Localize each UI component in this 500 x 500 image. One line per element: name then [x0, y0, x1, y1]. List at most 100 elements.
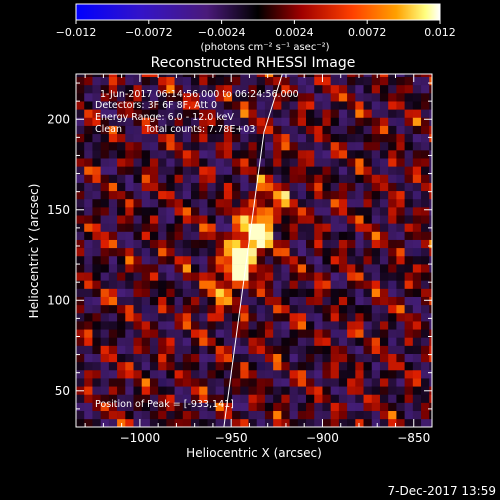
heatmap-cell [100, 394, 110, 403]
heatmap-cell [379, 223, 389, 232]
heatmap-cell [232, 109, 241, 118]
heatmap-cell [100, 198, 110, 208]
heatmap-cell [100, 345, 110, 354]
heatmap-cell [289, 231, 299, 240]
heatmap-cell [76, 369, 85, 379]
heatmap-cell [363, 321, 373, 330]
heatmap-cell [273, 247, 282, 257]
heatmap-cell [264, 402, 274, 412]
heatmap-cell [371, 345, 381, 354]
heatmap-cell [223, 231, 233, 240]
heatmap-cell [273, 288, 282, 297]
heatmap-cell [347, 239, 356, 249]
heatmap-cell [108, 93, 118, 102]
heatmap-cell [355, 158, 364, 167]
heatmap-cell [306, 133, 315, 143]
heatmap-cell [363, 361, 373, 371]
heatmap-cell [256, 410, 266, 420]
heatmap-cell [289, 369, 299, 379]
heatmap-cell [429, 150, 432, 159]
heatmap-cell [133, 74, 143, 78]
heatmap-cell [232, 288, 241, 297]
heatmap-cell [338, 125, 348, 135]
heatmap-cell [76, 231, 85, 240]
heatmap-cell [330, 255, 340, 265]
heatmap-cell [289, 321, 299, 330]
heatmap-cell [182, 182, 192, 192]
heatmap-cell [396, 239, 405, 249]
heatmap-cell [347, 329, 356, 338]
heatmap-cell [84, 255, 93, 265]
heatmap-cell [429, 329, 432, 338]
heatmap-cell [207, 74, 216, 78]
heatmap-cell [174, 74, 184, 78]
heatmap-cell [404, 288, 414, 297]
heatmap-cell [215, 198, 225, 208]
heatmap-cell [166, 198, 175, 208]
heatmap-cell [264, 247, 274, 257]
heatmap-cell [248, 231, 258, 240]
heatmap-cell [133, 109, 143, 118]
heatmap-cell [199, 141, 208, 151]
heatmap-cell [429, 174, 432, 183]
heatmap-cell [412, 264, 422, 273]
heatmap-cell [166, 288, 175, 297]
heatmap-cell [141, 304, 151, 314]
heatmap-cell [355, 141, 364, 151]
heatmap-cell [306, 109, 315, 118]
heatmap-cell [100, 255, 110, 265]
heatmap-cell [297, 84, 307, 94]
heatmap-cell [347, 247, 356, 257]
heatmap-cell [256, 84, 266, 94]
heatmap-cell [404, 247, 414, 257]
heatmap-cell [412, 247, 422, 257]
heatmap-cell [199, 255, 208, 265]
chart-title: Reconstructed RHESSI Image [151, 55, 356, 71]
heatmap-cell [125, 280, 134, 289]
heatmap-cell [174, 378, 184, 387]
heatmap-cell [240, 247, 249, 257]
heatmap-cell [100, 174, 110, 183]
heatmap-cell [371, 101, 381, 110]
heatmap-cell [199, 190, 208, 200]
heatmap-cell [379, 369, 389, 379]
heatmap-cell [347, 190, 356, 200]
heatmap-cell [264, 329, 274, 338]
heatmap-cell [421, 402, 430, 412]
heatmap-cell [125, 109, 134, 118]
heatmap-cell [330, 329, 340, 338]
heatmap-cell [100, 369, 110, 379]
heatmap-cell [363, 76, 373, 86]
heatmap-cell [347, 150, 356, 159]
heatmap-cell [158, 280, 167, 289]
heatmap-cell [141, 386, 151, 395]
heatmap-cell [404, 174, 414, 183]
heatmap-cell [207, 378, 216, 387]
heatmap-cell [207, 223, 216, 232]
heatmap-cell [297, 158, 307, 167]
heatmap-cell [182, 76, 192, 86]
heatmap-cell [141, 410, 151, 420]
heatmap-cell [347, 304, 356, 314]
heatmap-cell [125, 74, 134, 78]
heatmap-cell [108, 329, 118, 338]
heatmap-cell [404, 255, 414, 265]
heatmap-cell [166, 215, 175, 224]
heatmap-cell [338, 280, 348, 289]
heatmap-cell [297, 141, 307, 151]
heatmap-cell [355, 198, 364, 208]
heatmap-cell [149, 312, 159, 322]
heatmap-cell [347, 125, 356, 135]
heatmap-cell [108, 361, 118, 371]
heatmap-cell [355, 369, 364, 379]
heatmap-cell [84, 231, 93, 240]
heatmap-cell [108, 84, 118, 94]
heatmap-cell [347, 198, 356, 208]
heatmap-cell [396, 150, 405, 159]
heatmap-cell [412, 288, 422, 297]
heatmap-cell [388, 296, 397, 306]
heatmap-cell [117, 386, 126, 395]
heatmap-cell [355, 394, 364, 403]
heatmap-cell [421, 239, 430, 249]
heatmap-cell [256, 190, 266, 200]
